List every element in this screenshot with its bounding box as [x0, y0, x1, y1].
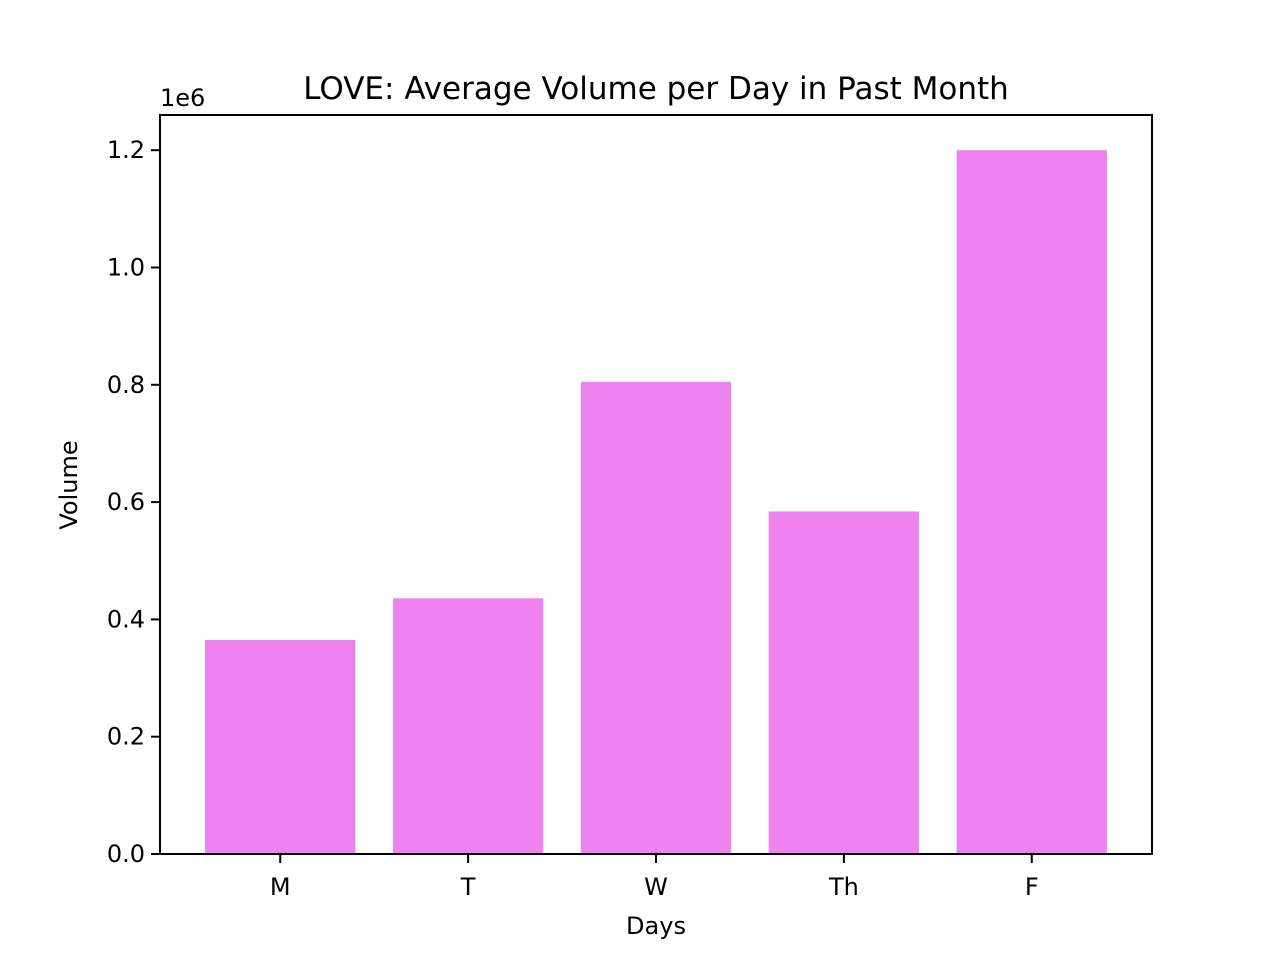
x-axis-label: Days — [626, 912, 686, 940]
x-tick-label: M — [270, 873, 291, 901]
y-ticks-group: 0.0 0.2 0.4 0.6 0.8 1.0 1.2 — [107, 136, 160, 868]
y-tick-label: 1.0 — [107, 253, 145, 281]
y-tick-label: 0.2 — [107, 723, 145, 751]
y-axis-label: Volume — [55, 440, 83, 529]
bar-th — [768, 511, 920, 854]
x-tick-label: F — [1025, 873, 1039, 901]
bar-m — [205, 639, 356, 854]
bars-group — [205, 150, 1107, 854]
x-tick-label: T — [460, 873, 476, 901]
x-tick-label: W — [644, 873, 668, 901]
x-tick-label: Th — [828, 873, 859, 901]
y-axis-offset-label: 1e6 — [160, 84, 205, 112]
y-tick-label: 0.4 — [107, 605, 145, 633]
y-tick-label: 1.2 — [107, 136, 145, 164]
chart-title: LOVE: Average Volume per Day in Past Mon… — [303, 71, 1009, 107]
y-tick-label: 0.6 — [107, 488, 145, 516]
bar-w — [580, 381, 732, 854]
bar-t — [392, 598, 544, 854]
bar-f — [956, 150, 1107, 854]
y-tick-label: 0.8 — [107, 371, 145, 399]
plot-area-frame — [159, 114, 1153, 855]
x-ticks-group: M T W Th F — [270, 854, 1039, 901]
y-tick-label: 0.0 — [107, 840, 145, 868]
